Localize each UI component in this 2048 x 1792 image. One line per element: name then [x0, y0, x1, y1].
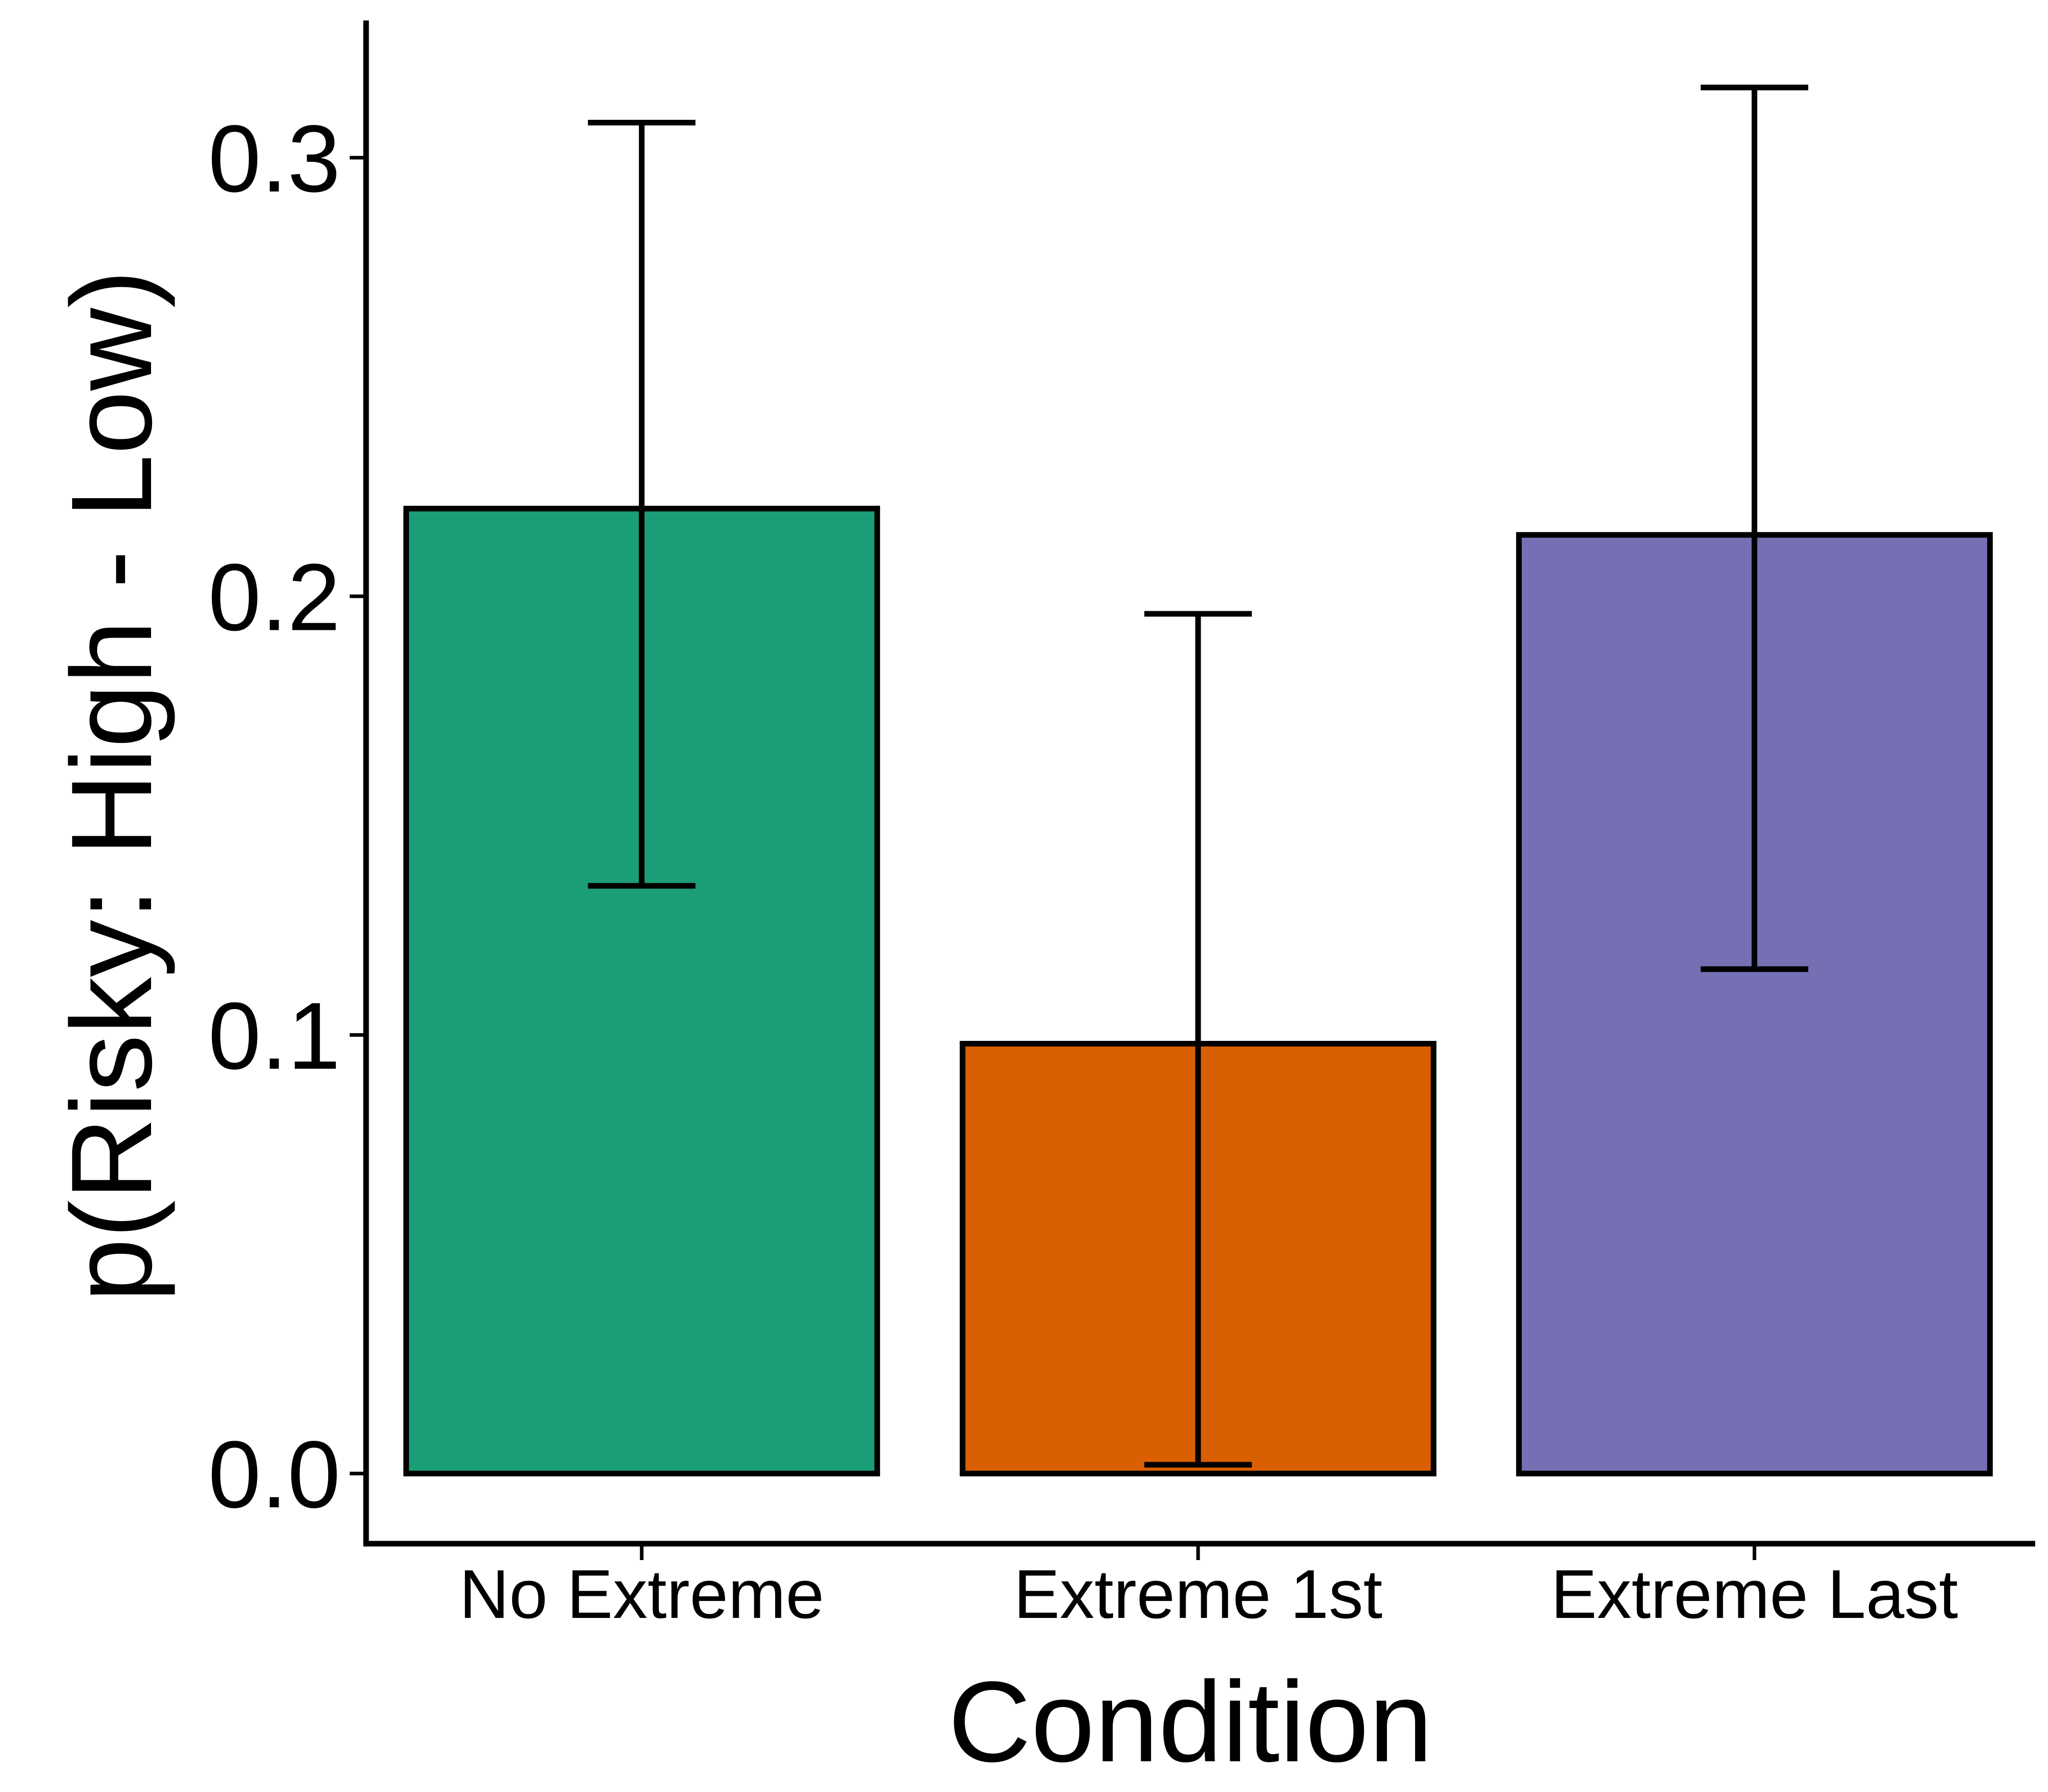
x-axis-title: Condition — [948, 1658, 1433, 1786]
y-ticks-layer: 0.0 0.1 0.2 0.3 — [208, 106, 366, 1528]
y-tick-label: 0.2 — [208, 545, 340, 651]
y-axis-title: p(Risky: High - Low) — [48, 270, 176, 1302]
y-tick-label: 0.3 — [208, 106, 340, 212]
x-tick-label: Extreme 1st — [1014, 1555, 1382, 1633]
x-ticks-layer: No Extreme Extreme 1st Extreme Last — [459, 1544, 1958, 1633]
x-tick-label: Extreme Last — [1551, 1555, 1958, 1633]
y-tick-label: 0.0 — [208, 1422, 340, 1528]
error-bars-layer — [588, 84, 1808, 1468]
x-tick-label: No Extreme — [459, 1555, 824, 1633]
y-tick-label: 0.1 — [208, 983, 340, 1089]
